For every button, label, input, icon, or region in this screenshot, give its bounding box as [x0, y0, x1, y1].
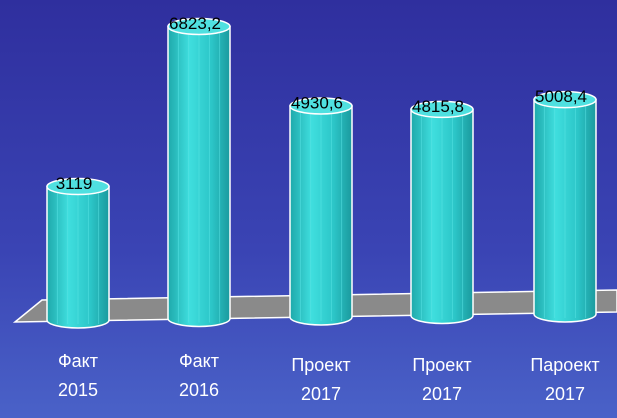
x-tick-label: Факт [179, 351, 219, 371]
value-label: 4930,6 [291, 93, 343, 112]
x-tick-label: Проект [291, 355, 350, 375]
x-tick-label: 2017 [422, 384, 462, 404]
cylinder-top [533, 90, 597, 109]
x-tick-label: Пароект [530, 355, 599, 375]
cylinder-top [410, 100, 474, 119]
cylinder-top [167, 17, 231, 36]
value-label: 3119 [56, 174, 93, 193]
cylinder-top [46, 177, 110, 196]
x-tick-label: Факт [58, 351, 98, 371]
value-label: 6823,2 [169, 14, 221, 33]
cylinder-top [289, 97, 353, 115]
x-tick-label: 2017 [545, 384, 585, 404]
x-tick-label: 2017 [301, 384, 341, 404]
plot: 3119 Факт 2015 6823,2 Факт 2016 4930,6 Проект 20… [46, 14, 600, 404]
value-label: 4815,8 [412, 97, 464, 116]
value-label: 5008,4 [535, 87, 587, 106]
x-tick-label: 2015 [58, 380, 98, 400]
x-tick-label: 2016 [179, 380, 219, 400]
x-tick-label: Проект [412, 355, 471, 375]
